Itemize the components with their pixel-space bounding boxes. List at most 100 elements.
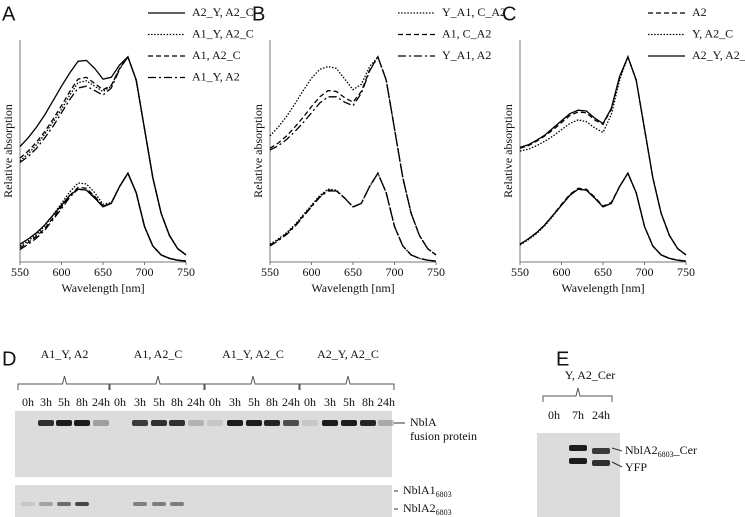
band-label: NblA fusion protein: [410, 415, 477, 443]
blot-lower: [15, 485, 392, 517]
label-part: NblA: [410, 415, 437, 429]
x-tick-label: 700: [136, 265, 154, 279]
group-label: A1, A2_C: [134, 347, 183, 361]
lane-label: 0h: [209, 395, 221, 409]
x-tick-label: 700: [636, 265, 654, 279]
band: [151, 420, 167, 426]
label-part: 6803: [436, 490, 452, 499]
spectrum-line: [519, 171, 687, 262]
band: [592, 448, 610, 454]
band: [57, 502, 71, 506]
lane-label: 3h: [229, 395, 241, 409]
x-tick-label: 650: [94, 265, 112, 279]
x-tick-label: 550: [261, 265, 279, 279]
lane-label: 24h: [282, 395, 300, 409]
spectrum-line: [19, 171, 187, 262]
spectrum-line: [269, 171, 437, 262]
spectrum-line: [19, 55, 187, 256]
spectrum-line: [269, 171, 437, 262]
brace: [542, 387, 613, 402]
legend-label: A2_Y, A2_C: [192, 5, 254, 19]
lane-label: 5h: [58, 395, 70, 409]
band: [38, 420, 54, 426]
band: [302, 420, 318, 426]
brace: [17, 375, 110, 390]
spectrum-line: [19, 55, 187, 256]
x-tick-label: 550: [511, 265, 529, 279]
band: [169, 420, 185, 426]
lane-label: 5h: [343, 395, 355, 409]
spectrum-line: [269, 55, 437, 256]
x-tick-label: 750: [427, 265, 445, 279]
lane-label: 8h: [362, 395, 374, 409]
band: [93, 420, 109, 426]
band: [264, 420, 280, 426]
panel-label: C: [502, 3, 516, 25]
band: [227, 420, 243, 426]
x-tick-label: 600: [553, 265, 571, 279]
band: [341, 420, 357, 426]
lane-label: 0h: [548, 408, 560, 422]
x-tick-label: 550: [11, 265, 29, 279]
band: [322, 420, 338, 426]
group-label: A2_Y, A2_C: [317, 347, 379, 361]
x-tick-label: 750: [177, 265, 195, 279]
panel-label: E: [556, 348, 569, 370]
label-part: 6803: [436, 508, 452, 517]
band: [39, 502, 53, 506]
brace: [204, 375, 300, 390]
legend-label: A1, A2_C: [192, 48, 241, 62]
band: [592, 460, 610, 466]
y-axis-label: Relative absorption: [501, 104, 515, 198]
panel-label: D: [2, 348, 16, 370]
spectrum-line: [519, 171, 687, 262]
spectrum-line: [519, 171, 687, 262]
lane-label: 3h: [324, 395, 336, 409]
spectrum-line: [19, 171, 187, 262]
band: [75, 502, 89, 506]
legend-label: A1, C_A2: [442, 26, 491, 40]
x-tick-label: 650: [594, 265, 612, 279]
lane-label: 3h: [134, 395, 146, 409]
legend-label: Y, A2_C: [692, 26, 733, 40]
label-part: NblA2: [625, 443, 658, 457]
leader: [611, 461, 623, 468]
legend-label: Y_A1, A2: [442, 48, 491, 62]
label-part: NblA1: [403, 483, 436, 497]
label-part: fusion protein: [410, 429, 477, 443]
band: [360, 420, 376, 426]
lane-label: 5h: [153, 395, 165, 409]
x-tick-label: 650: [344, 265, 362, 279]
legend-label: A1_Y, A2: [192, 69, 240, 83]
band-label: NblA26803_Cer: [625, 443, 697, 459]
band: [188, 420, 204, 426]
y-axis-label: Relative absorption: [1, 104, 15, 198]
spectrum-line: [19, 55, 187, 256]
band: [74, 420, 90, 426]
band: [207, 420, 223, 426]
band: [133, 502, 147, 506]
band: [56, 420, 72, 426]
lane-label: 5h: [248, 395, 260, 409]
x-axis-label: Wavelength [nm]: [561, 281, 644, 295]
brace: [299, 375, 395, 390]
brace: [109, 375, 205, 390]
lane-label: 8h: [171, 395, 183, 409]
spectrum-line: [519, 55, 687, 256]
x-tick-label: 600: [303, 265, 321, 279]
label-part: _Cer: [673, 443, 697, 457]
band: [246, 420, 262, 426]
spectrum-line: [19, 171, 187, 262]
panel-label: B: [252, 3, 265, 25]
group-label: A1_Y, A2: [41, 347, 89, 361]
x-axis-label: Wavelength [nm]: [61, 281, 144, 295]
lane-label: 24h: [377, 395, 395, 409]
band-label: NblA26803: [403, 501, 452, 517]
x-tick-label: 600: [53, 265, 71, 279]
x-tick-label: 700: [386, 265, 404, 279]
band-label: NblA16803: [403, 483, 452, 499]
group-label: Y, A2_Cer: [565, 368, 615, 382]
band: [283, 420, 299, 426]
lane-label: 8h: [266, 395, 278, 409]
spectrum-line: [519, 55, 687, 256]
